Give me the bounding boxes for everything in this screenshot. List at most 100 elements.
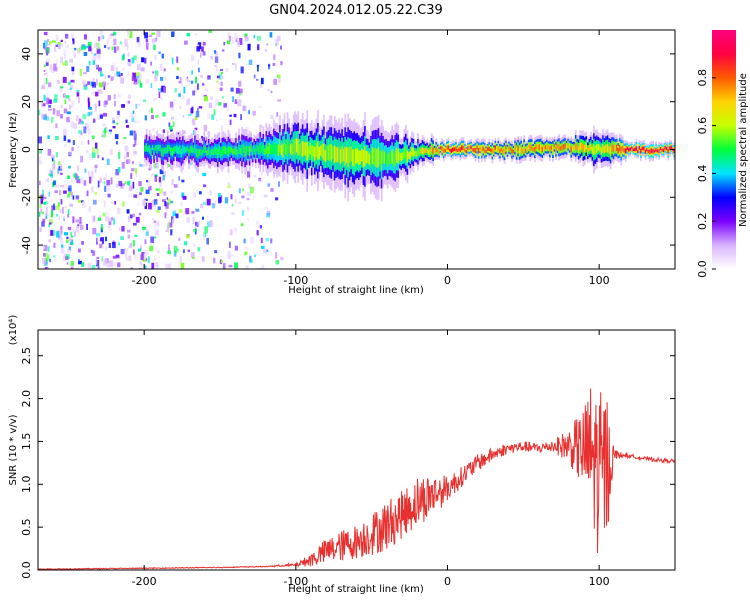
- spectrogram-noise-cell: [199, 52, 202, 58]
- spectrogram-noise-cell: [146, 180, 149, 183]
- spectrogram-noise-cell: [42, 265, 45, 269]
- spectrogram-band-cell: [380, 151, 383, 170]
- spectrogram-noise-cell: [48, 108, 52, 111]
- spectrogram-band-cell: [399, 152, 401, 161]
- spectrogram-noise-cell: [222, 263, 226, 269]
- spectrogram-noise-cell: [127, 52, 130, 57]
- spectrogram-noise-cell: [187, 80, 191, 83]
- spectrogram-noise-cell: [106, 39, 109, 45]
- spectrogram-noise-cell: [165, 263, 170, 269]
- spectrogram-noise-cell: [154, 114, 159, 118]
- spectrogram-noise-cell: [132, 213, 135, 218]
- spectrogram-noise-cell: [83, 126, 87, 134]
- spectrogram-band-cell: [229, 146, 231, 154]
- spectrogram-band-cell: [449, 148, 451, 152]
- spectrogram-band-cell: [391, 149, 394, 164]
- spectrogram-noise-cell: [179, 255, 182, 263]
- spectrogram-noise-cell: [273, 54, 276, 60]
- spectrogram-noise-cell: [171, 107, 174, 111]
- spectrogram-band-cell: [374, 148, 377, 167]
- spectrogram-noise-cell: [102, 212, 106, 217]
- spectrogram-noise-cell: [60, 172, 63, 176]
- spectrogram-noise-cell: [244, 33, 248, 38]
- spectrogram-noise-cell: [275, 197, 279, 201]
- spectrogram-noise-cell: [190, 55, 195, 62]
- spectrogram-noise-cell: [47, 254, 50, 261]
- spectrogram-band-cell: [641, 146, 644, 151]
- spectrogram-noise-cell: [87, 140, 90, 145]
- spectrogram-noise-cell: [154, 74, 158, 82]
- spectrogram-band-cell: [670, 145, 673, 149]
- spectrogram-noise-cell: [109, 149, 113, 155]
- spectrogram-noise-cell: [78, 199, 82, 203]
- spectrogram-noise-cell: [130, 173, 133, 179]
- spectrogram-band-cell: [267, 146, 269, 158]
- spectrogram-noise-cell: [87, 41, 92, 47]
- spectrogram-noise-cell: [141, 57, 145, 63]
- spectrogram-noise-cell: [121, 104, 125, 108]
- spectrogram-noise-cell: [108, 225, 111, 229]
- spectrogram-noise-cell: [238, 82, 241, 87]
- spectrogram-noise-cell: [123, 155, 128, 159]
- spectrogram-band-cell: [464, 148, 466, 153]
- spectrogram-band-cell: [171, 148, 174, 157]
- spectrogram-band-cell: [200, 149, 202, 156]
- snr-frame: [37, 329, 676, 571]
- spectrogram-noise-cell: [113, 218, 116, 225]
- colorbar-label: Normalized spectral amplitude: [738, 73, 749, 227]
- spectrogram-noise-cell: [76, 92, 80, 97]
- y-tick-label: 40: [20, 47, 33, 61]
- spectrogram-noise-cell: [123, 156, 126, 163]
- spectrogram-noise-cell: [129, 242, 133, 248]
- spectrogram-noise-cell: [51, 229, 55, 236]
- spectrogram-band-cell: [183, 146, 186, 154]
- spectrogram-band-cell: [247, 145, 249, 153]
- spectrogram-noise-cell: [91, 186, 94, 193]
- spectrogram-band-cell: [397, 149, 400, 164]
- spectrogram-noise-cell: [131, 57, 135, 64]
- spectrogram-noise-cell: [105, 236, 107, 242]
- spectrogram-noise-cell: [154, 201, 157, 205]
- spectrogram-noise-cell: [75, 114, 80, 122]
- spectrogram-band-cell: [541, 146, 544, 153]
- spectrogram-noise-cell: [94, 42, 98, 46]
- spectrogram-noise-cell: [200, 203, 204, 208]
- spectrogram-noise-cell: [258, 105, 262, 108]
- spectrogram-band-cell: [388, 152, 391, 165]
- spectrogram-noise-cell: [191, 211, 195, 214]
- spectrogram-noise-cell: [230, 253, 234, 257]
- spectrogram-noise-cell: [95, 258, 98, 265]
- spectrogram-noise-cell: [83, 84, 88, 87]
- spectrogram-noise-cell: [275, 252, 278, 259]
- spectrogram-band-cell: [652, 148, 654, 154]
- spectrogram-noise-cell: [124, 38, 128, 45]
- spectrogram-noise-cell: [63, 50, 67, 56]
- spectrogram-noise-cell: [97, 115, 100, 120]
- spectrogram-noise-cell: [178, 93, 182, 98]
- spectrogram-noise-cell: [231, 211, 235, 215]
- spectrogram-band-cell: [490, 148, 492, 152]
- spectrogram-noise-cell: [48, 104, 52, 108]
- spectrogram-noise-cell: [63, 54, 66, 60]
- spectrogram-band-cell: [438, 150, 441, 155]
- spectrogram-band-cell: [474, 148, 477, 153]
- spectrogram-band-cell: [329, 144, 331, 161]
- spectrogram-noise-cell: [112, 126, 116, 129]
- spectrogram-band-cell: [520, 146, 522, 153]
- spectrogram-noise-cell: [239, 38, 243, 45]
- spectrogram-noise-cell: [63, 190, 67, 194]
- spectrogram-noise-cell: [154, 175, 157, 182]
- spectrogram-noise-cell: [220, 71, 223, 75]
- spectrogram-band-cell: [606, 144, 609, 153]
- spectrogram-noise-cell: [78, 130, 82, 134]
- spectrogram-noise-cell: [238, 201, 242, 204]
- spectrogram-noise-cell: [138, 248, 141, 252]
- spectrogram-band-cell: [503, 148, 506, 155]
- spectrogram-noise-cell: [180, 262, 185, 269]
- spectrogram-noise-cell: [57, 202, 60, 207]
- spectrogram-band-cell: [159, 144, 161, 152]
- spectrogram-band-cell: [148, 145, 151, 154]
- spectrogram-band-cell: [250, 144, 252, 152]
- spectrogram-noise-cell: [103, 177, 106, 180]
- spectrogram-band-cell: [150, 147, 152, 156]
